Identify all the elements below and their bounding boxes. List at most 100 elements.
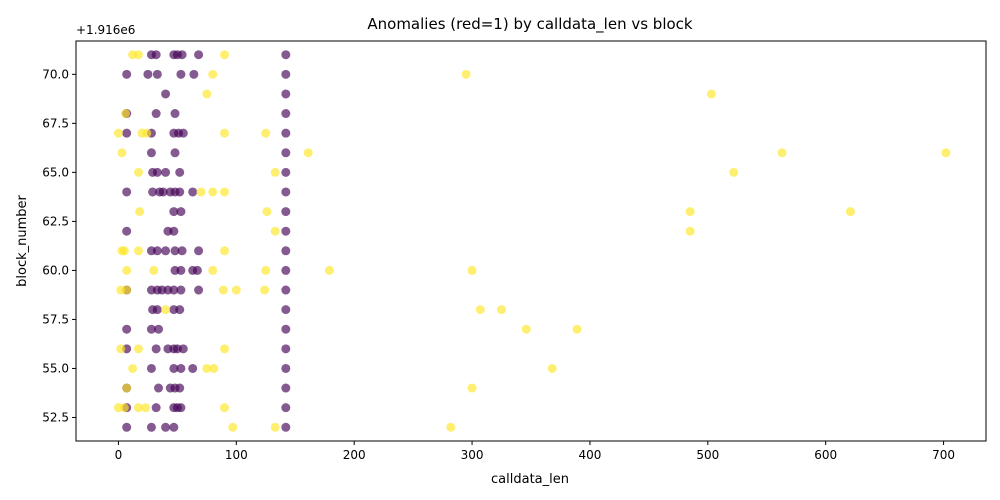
anomaly-point-64 xyxy=(270,422,280,432)
anomaly-point-25 xyxy=(685,207,695,217)
anomaly-point-28 xyxy=(685,226,695,236)
chart-title: Anomalies (red=1) by calldata_len vs blo… xyxy=(367,15,693,34)
anomaly-point-35 xyxy=(208,265,218,275)
plot-area-frame xyxy=(75,40,987,442)
normal-point-106 xyxy=(281,403,291,413)
y-tick-label: 57.5 xyxy=(42,312,69,326)
normal-point-58 xyxy=(152,305,162,315)
normal-point-103 xyxy=(281,344,291,354)
normal-point-7 xyxy=(143,69,153,79)
normal-point-9 xyxy=(176,69,186,79)
normal-point-83 xyxy=(176,403,186,413)
normal-point-44 xyxy=(194,246,204,256)
y-axis: 52.5 55.0 57.5 60.0 62.5 65.0 67.5 70.0 xyxy=(42,67,76,424)
normal-point-104 xyxy=(281,363,291,373)
y-tick-label: 65.0 xyxy=(42,165,69,179)
normal-point-32 xyxy=(175,187,185,197)
anomaly-point-18 xyxy=(270,167,280,177)
normal-point-72 xyxy=(176,363,186,373)
anomaly-point-17 xyxy=(133,167,143,177)
normal-point-13 xyxy=(151,109,161,119)
anomaly-point-52 xyxy=(128,363,138,373)
x-tick-label: 100 xyxy=(225,448,248,462)
anomaly-point-24 xyxy=(262,207,272,217)
normal-point-105 xyxy=(281,383,291,393)
normal-point-99 xyxy=(281,265,291,275)
normal-point-27 xyxy=(148,187,158,197)
normal-point-21 xyxy=(170,148,180,158)
anomaly-point-53 xyxy=(202,363,212,373)
normal-point-90 xyxy=(281,89,291,99)
normal-point-89 xyxy=(281,69,291,79)
y-offset-label: +1.916e6 xyxy=(76,23,135,37)
normal-point-107 xyxy=(281,422,291,432)
anomaly-point-31 xyxy=(133,246,143,256)
anomaly-point-14 xyxy=(303,148,313,158)
anomaly-point-23 xyxy=(135,207,145,217)
normal-point-69 xyxy=(178,344,188,354)
anomaly-point-5 xyxy=(202,89,212,99)
anomaly-point-55 xyxy=(547,363,557,373)
anomaly-point-65 xyxy=(446,422,456,432)
normal-point-35 xyxy=(176,207,186,217)
anomaly-point-36 xyxy=(261,265,271,275)
normal-point-38 xyxy=(169,226,179,236)
normal-point-6 xyxy=(122,69,132,79)
anomaly-point-43 xyxy=(260,285,270,295)
anomaly-point-41 xyxy=(218,285,228,295)
anomaly-point-54 xyxy=(209,363,219,373)
normal-point-48 xyxy=(192,265,202,275)
anomaly-point-26 xyxy=(845,207,855,217)
normal-point-65 xyxy=(151,344,161,354)
normal-point-86 xyxy=(161,422,171,432)
anomaly-point-42 xyxy=(231,285,241,295)
normal-point-46 xyxy=(176,265,186,275)
anomaly-point-48 xyxy=(572,324,582,334)
normal-point-14 xyxy=(170,109,180,119)
normal-point-94 xyxy=(281,167,291,177)
y-axis-title: block_number xyxy=(15,194,30,286)
normal-point-93 xyxy=(281,148,291,158)
normal-point-60 xyxy=(175,305,185,315)
normal-point-62 xyxy=(146,324,156,334)
anomaly-point-63 xyxy=(228,422,238,432)
y-tick-label: 67.5 xyxy=(42,116,69,130)
normal-point-84 xyxy=(122,422,132,432)
normal-point-63 xyxy=(154,324,164,334)
normal-point-11 xyxy=(161,89,171,99)
normal-point-4 xyxy=(177,50,187,60)
anomaly-point-4 xyxy=(461,69,471,79)
normal-point-96 xyxy=(281,207,291,217)
anomaly-point-57 xyxy=(467,383,477,393)
anomaly-point-2 xyxy=(220,50,230,60)
anomaly-point-45 xyxy=(475,305,485,315)
anomaly-point-40 xyxy=(122,285,132,295)
normal-point-23 xyxy=(152,167,162,177)
anomaly-point-34 xyxy=(149,265,159,275)
normal-point-5 xyxy=(194,50,204,60)
normal-point-24 xyxy=(161,167,171,177)
normal-point-56 xyxy=(194,285,204,295)
normal-point-36 xyxy=(122,226,132,236)
anomaly-point-50 xyxy=(133,344,143,354)
normal-point-88 xyxy=(281,50,291,60)
x-tick-label: 700 xyxy=(932,448,955,462)
x-axis-title: calldata_len xyxy=(491,472,569,487)
anomaly-point-32 xyxy=(220,246,230,256)
anomaly-point-16 xyxy=(941,148,951,158)
anomaly-point-6 xyxy=(706,89,716,99)
normal-point-29 xyxy=(158,187,168,197)
anomaly-point-7 xyxy=(121,109,131,119)
normal-point-10 xyxy=(189,69,199,79)
anomaly-point-20 xyxy=(196,187,206,197)
normal-point-8 xyxy=(152,69,162,79)
normal-point-73 xyxy=(188,363,198,373)
normal-point-55 xyxy=(176,285,186,295)
points-layer xyxy=(113,50,951,432)
x-tick-label: 200 xyxy=(343,448,366,462)
anomaly-point-60 xyxy=(133,403,143,413)
anomaly-point-46 xyxy=(497,305,507,315)
normal-point-1 xyxy=(151,50,161,60)
anomaly-point-11 xyxy=(220,128,230,138)
